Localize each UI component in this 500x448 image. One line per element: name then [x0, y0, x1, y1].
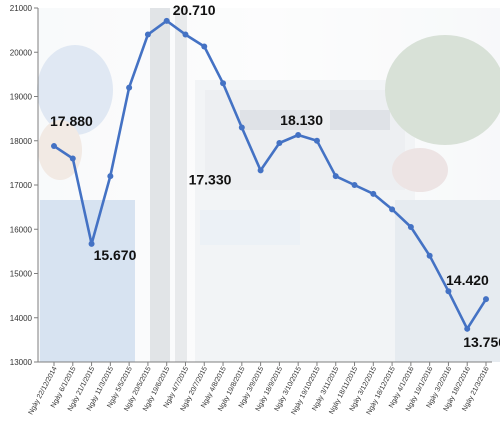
data-point — [389, 206, 396, 213]
data-label: 18.130 — [280, 112, 323, 128]
data-point — [351, 182, 358, 188]
data-point — [445, 288, 452, 295]
data-point — [163, 17, 170, 24]
data-point — [407, 224, 414, 231]
data-point — [88, 240, 95, 247]
y-tick-label: 19000 — [10, 93, 33, 102]
y-tick-label: 20000 — [10, 48, 33, 57]
data-point — [220, 80, 227, 87]
data-label: 20.710 — [173, 2, 216, 18]
data-point — [51, 143, 57, 150]
data-point — [182, 31, 189, 38]
data-point — [144, 31, 151, 38]
data-label: 14.420 — [446, 272, 489, 288]
data-point — [332, 173, 339, 180]
y-axis: 13000 14000 15000 16000 17000 18000 19000 20000… — [10, 4, 38, 367]
markers — [51, 17, 489, 332]
data-point — [426, 252, 433, 259]
y-tick-label: 21000 — [10, 4, 33, 13]
data-point — [201, 43, 208, 50]
data-labels: 17.880 15.670 20.710 17.330 18.130 13.750 14.4… — [50, 2, 500, 350]
data-point — [257, 167, 264, 174]
data-label: 17.880 — [50, 113, 93, 129]
data-point — [295, 131, 302, 138]
data-point — [276, 139, 283, 146]
y-tick-label: 16000 — [10, 225, 33, 234]
y-tick-label: 17000 — [10, 181, 33, 190]
data-point — [238, 124, 245, 131]
y-tick-label: 15000 — [10, 270, 33, 279]
data-point — [313, 137, 320, 144]
data-point — [69, 155, 76, 162]
data-point — [126, 84, 133, 91]
data-point — [370, 190, 377, 197]
y-tick-label: 14000 — [10, 314, 33, 323]
series-line — [52, 19, 488, 331]
data-point — [483, 296, 489, 303]
y-tick-label: 13000 — [10, 358, 33, 367]
data-label: 17.330 — [189, 171, 232, 187]
data-label: 15.670 — [94, 247, 137, 263]
data-point — [464, 325, 471, 332]
background-photo — [37, 8, 500, 362]
price-line — [52, 19, 488, 331]
data-point — [107, 173, 114, 180]
data-label: 13.750 — [463, 334, 500, 350]
y-tick-label: 18000 — [10, 137, 33, 146]
